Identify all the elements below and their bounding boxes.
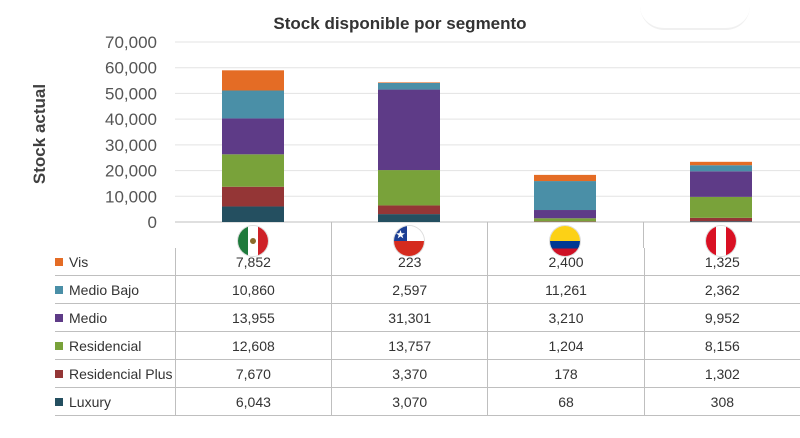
table-row: Medio 13,955 31,301 3,210 9,952 [55, 303, 800, 332]
column-separator [487, 222, 488, 248]
decorative-arc [640, 6, 750, 30]
data-label: 3,370 [331, 359, 488, 388]
bar-segment-residencial-plus [222, 186, 284, 207]
table-row: Vis 7,852 223 2,400 1,325 [55, 248, 800, 276]
data-label: 8,156 [643, 331, 800, 360]
bar-segment-vis [534, 174, 596, 182]
legend-swatch [55, 285, 63, 294]
legend-label: Vis [69, 253, 89, 270]
data-label: 13,955 [174, 303, 332, 332]
peru-flag-icon [706, 226, 736, 256]
y-tick-label: 20,000 [105, 162, 157, 181]
bar-segment-medio [690, 171, 752, 197]
bar-segment-vis [378, 82, 440, 83]
legend-label: Residencial [69, 337, 142, 354]
bar-segment-residencial [378, 170, 440, 206]
bar-segment-medio [222, 118, 284, 155]
legend-label: Residencial Plus [69, 365, 173, 382]
data-label: 68 [487, 387, 645, 416]
legend-label: Medio [69, 309, 108, 326]
legend-swatch [55, 369, 63, 378]
table-row: Luxury 6,043 3,070 68 308 [55, 387, 800, 416]
data-label: 2,400 [487, 248, 645, 276]
legend-label: Medio Bajo [69, 281, 140, 298]
data-label: 2,597 [331, 275, 488, 304]
data-label: 3,210 [487, 303, 645, 332]
data-label: 12,608 [174, 331, 332, 360]
data-label: 10,860 [174, 275, 332, 304]
data-label: 1,302 [643, 359, 800, 388]
legend-swatch [55, 313, 63, 322]
legend-swatch [55, 341, 63, 350]
bar-segment-medio [378, 89, 440, 171]
data-label: 13,757 [331, 331, 488, 360]
data-label: 7,670 [174, 359, 332, 388]
bar-segment-luxury [378, 214, 440, 222]
data-label: 6,043 [174, 387, 332, 416]
bar-segment-vis [222, 70, 284, 91]
bar-segment-medio-bajo [378, 82, 440, 90]
data-label: 7,852 [174, 248, 332, 276]
bar-segment-medio-bajo [222, 90, 284, 119]
y-tick-label: 60,000 [105, 59, 157, 78]
data-label: 178 [487, 359, 645, 388]
data-label: 1,325 [643, 248, 800, 276]
legend-swatch [55, 397, 63, 406]
y-tick-label: 50,000 [105, 84, 157, 103]
y-tick-label: 30,000 [105, 136, 157, 155]
y-tick-label: 70,000 [105, 33, 157, 52]
table-row: Residencial Plus 7,670 3,370 178 1,302 [55, 359, 800, 388]
bar-segment-medio-bajo [690, 165, 752, 172]
mexico-flag-icon [238, 226, 268, 256]
data-table: Vis 7,852 223 2,400 1,325 Medio Bajo 10,860 2,5… [55, 248, 800, 416]
data-label: 9,952 [643, 303, 800, 332]
y-tick-label: 10,000 [105, 187, 157, 206]
legend-swatch [55, 257, 63, 266]
table-row: Residencial 12,608 13,757 1,204 8,156 [55, 331, 800, 360]
bar-segment-residencial [690, 196, 752, 218]
data-label: 2,362 [643, 275, 800, 304]
y-tick-label: 0 [148, 213, 157, 232]
bar-segment-luxury [222, 206, 284, 222]
bar-segment-luxury [690, 221, 752, 222]
data-label: 11,261 [487, 275, 645, 304]
data-label: 31,301 [331, 303, 488, 332]
bar-segment-vis [690, 161, 752, 166]
bar-segment-residencial-plus [690, 217, 752, 222]
bar-segment-medio-bajo [534, 181, 596, 211]
column-separator [643, 222, 644, 248]
table-row: Medio Bajo 10,860 2,597 11,261 2,362 [55, 275, 800, 304]
bar-segment-residencial [222, 154, 284, 187]
data-label: 3,070 [331, 387, 488, 416]
bar-segment-medio [534, 210, 596, 219]
y-tick-label: 40,000 [105, 110, 157, 129]
data-label: 223 [331, 248, 488, 276]
legend-label: Luxury [69, 393, 112, 410]
bar-segment-residencial-plus [378, 205, 440, 215]
column-separator [331, 222, 332, 248]
data-label: 1,204 [487, 331, 645, 360]
data-label: 308 [643, 387, 800, 416]
chart-title: Stock disponible por segmento [273, 14, 527, 33]
bar-segment-residencial [534, 218, 596, 222]
